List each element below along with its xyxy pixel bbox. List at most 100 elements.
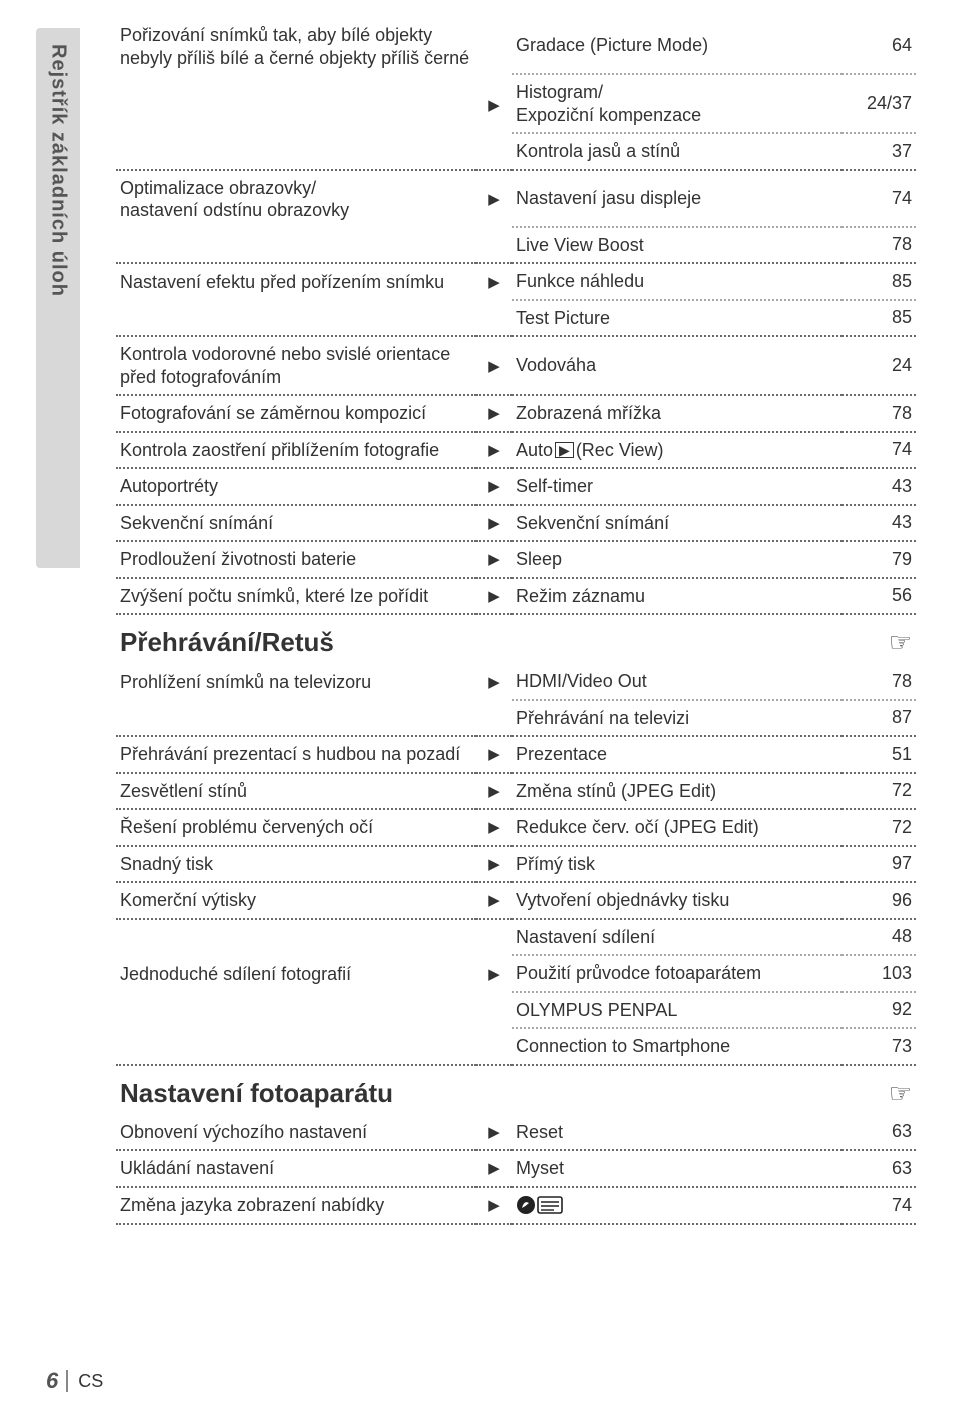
page-text: 74 [892, 439, 912, 460]
arrow-cell: ▶ [476, 337, 512, 396]
right-cell: Vytvoření objednávky tisku [512, 883, 842, 920]
table-row: Ukládání nastavení ▶ Myset 63 [116, 1151, 916, 1188]
page-cell: 74 [842, 433, 916, 470]
right-text: Použití průvodce fotoaparátem [516, 962, 761, 985]
section-header: Přehrávání/Retuš ☞ [116, 627, 916, 658]
left-text: Autoportréty [120, 475, 218, 498]
page-cell: 43 [842, 506, 916, 543]
right-text: Vodováha [516, 354, 596, 377]
page-text: 64 [892, 35, 912, 56]
left-text: Prohlížení snímků na televizoru [120, 671, 371, 694]
right-cell: Reset [512, 1115, 842, 1152]
arrow-cell [476, 993, 512, 1030]
arrow-cell: ▶ [476, 956, 512, 993]
left-text: Kontrola vodorovné nebo svislé orientace… [120, 343, 470, 388]
page-text: 24 [892, 355, 912, 376]
right-cell: Prezentace [512, 737, 842, 774]
right-cell: Myset [512, 1151, 842, 1188]
right-text: Redukce červ. očí (JPEG Edit) [516, 816, 759, 839]
right-text: OLYMPUS PENPAL [516, 999, 677, 1022]
left-cell: Prohlížení snímků na televizoru [116, 664, 476, 701]
page-text: 78 [892, 403, 912, 424]
table-row: Přehrávání prezentací s hudbou na pozadí… [116, 737, 916, 774]
right-text: Funkce náhledu [516, 270, 644, 293]
arrow-cell [476, 920, 512, 957]
left-text: Přehrávání prezentací s hudbou na pozadí [120, 743, 460, 766]
left-cell: Komerční výtisky [116, 883, 476, 920]
arrow-cell [476, 1029, 512, 1066]
left-cell: Autoportréty [116, 469, 476, 506]
left-cell [116, 701, 476, 738]
page-text: 72 [892, 780, 912, 801]
page-text: 97 [892, 853, 912, 874]
page-cell: 79 [842, 542, 916, 579]
page-text: 43 [892, 476, 912, 497]
arrow-cell [476, 134, 512, 171]
right-cell: OLYMPUS PENPAL [512, 993, 842, 1030]
arrow-cell: ▶ [476, 506, 512, 543]
right-text: Sekvenční snímání [516, 512, 669, 535]
table-row: Autoportréty ▶ Self-timer 43 [116, 469, 916, 506]
page-cell: 78 [842, 228, 916, 265]
right-text: Histogram/ Expoziční kompenzace [516, 81, 701, 126]
arrow-cell: ▶ [476, 433, 512, 470]
page-text: 51 [892, 744, 912, 765]
page-cell: 103 [842, 956, 916, 993]
right-text: Režim záznamu [516, 585, 645, 608]
left-text: Kontrola zaostření přiblížením fotografi… [120, 439, 439, 462]
right-cell: Režim záznamu [512, 579, 842, 616]
left-cell: Sekvenční snímání [116, 506, 476, 543]
table-row: Prodloužení životnosti baterie ▶ Sleep 7… [116, 542, 916, 579]
right-cell: Auto▶ (Rec View) [512, 433, 842, 470]
page-text: 43 [892, 512, 912, 533]
page-cell: 74 [842, 1188, 916, 1226]
left-cell: Řešení problému červených očí [116, 810, 476, 847]
arrow-cell: ▶ [476, 579, 512, 616]
left-text: Zesvětlení stínů [120, 780, 247, 803]
page-text: 87 [892, 707, 912, 728]
arrow-cell: ▶ [476, 1115, 512, 1152]
hand-pointer-icon: ☞ [842, 1078, 916, 1109]
left-cell: Fotografování se záměrnou kompozicí [116, 396, 476, 433]
table-row: Zvýšení počtu snímků, které lze pořídit … [116, 579, 916, 616]
left-cell [116, 75, 476, 134]
arrow-cell: ▶ [476, 1151, 512, 1188]
page-text: 96 [892, 890, 912, 911]
left-cell: Jednoduché sdílení fotografií [116, 956, 476, 993]
table-row: Prohlížení snímků na televizoru ▶ HDMI/V… [116, 664, 916, 701]
left-text: Řešení problému červených očí [120, 816, 373, 839]
arrow-cell: ▶ [476, 737, 512, 774]
hand-pointer-icon: ☞ [842, 627, 916, 658]
right-cell: Redukce červ. očí (JPEG Edit) [512, 810, 842, 847]
page-text: 74 [892, 1195, 912, 1216]
section-title: Nastavení fotoaparátu [116, 1078, 842, 1109]
page-text: 72 [892, 817, 912, 838]
table-row: Kontrola jasů a stínů 37 [116, 134, 916, 171]
page-cell: 73 [842, 1029, 916, 1066]
page-cell: 63 [842, 1151, 916, 1188]
left-cell: Kontrola vodorovné nebo svislé orientace… [116, 337, 476, 396]
left-text: Zvýšení počtu snímků, které lze pořídit [120, 585, 428, 608]
right-cell [512, 1188, 842, 1226]
arrow-cell [476, 701, 512, 738]
left-text: Optimalizace obrazovky/ nastavení odstín… [120, 177, 349, 222]
right-text: Kontrola jasů a stínů [516, 140, 680, 163]
right-text: Změna stínů (JPEG Edit) [516, 780, 716, 803]
page-cell: 97 [842, 847, 916, 884]
table-row: Live View Boost 78 [116, 228, 916, 265]
table-row: Fotografování se záměrnou kompozicí ▶ Zo… [116, 396, 916, 433]
right-cell: Histogram/ Expoziční kompenzace [512, 75, 842, 134]
right-cell: Sekvenční snímání [512, 506, 842, 543]
page-footer: 6 CS [46, 1368, 103, 1394]
footer-lang: CS [78, 1371, 103, 1392]
left-cell: Změna jazyka zobrazení nabídky [116, 1188, 476, 1226]
arrow-cell: ▶ [476, 1188, 512, 1226]
page-cell: 63 [842, 1115, 916, 1152]
page-text: 37 [892, 141, 912, 162]
page-cell: 48 [842, 920, 916, 957]
page-cell: 87 [842, 701, 916, 738]
left-text: Komerční výtisky [120, 889, 256, 912]
page-cell: 85 [842, 264, 916, 301]
right-text: Přehrávání na televizi [516, 707, 689, 730]
page-cell: 74 [842, 171, 916, 228]
